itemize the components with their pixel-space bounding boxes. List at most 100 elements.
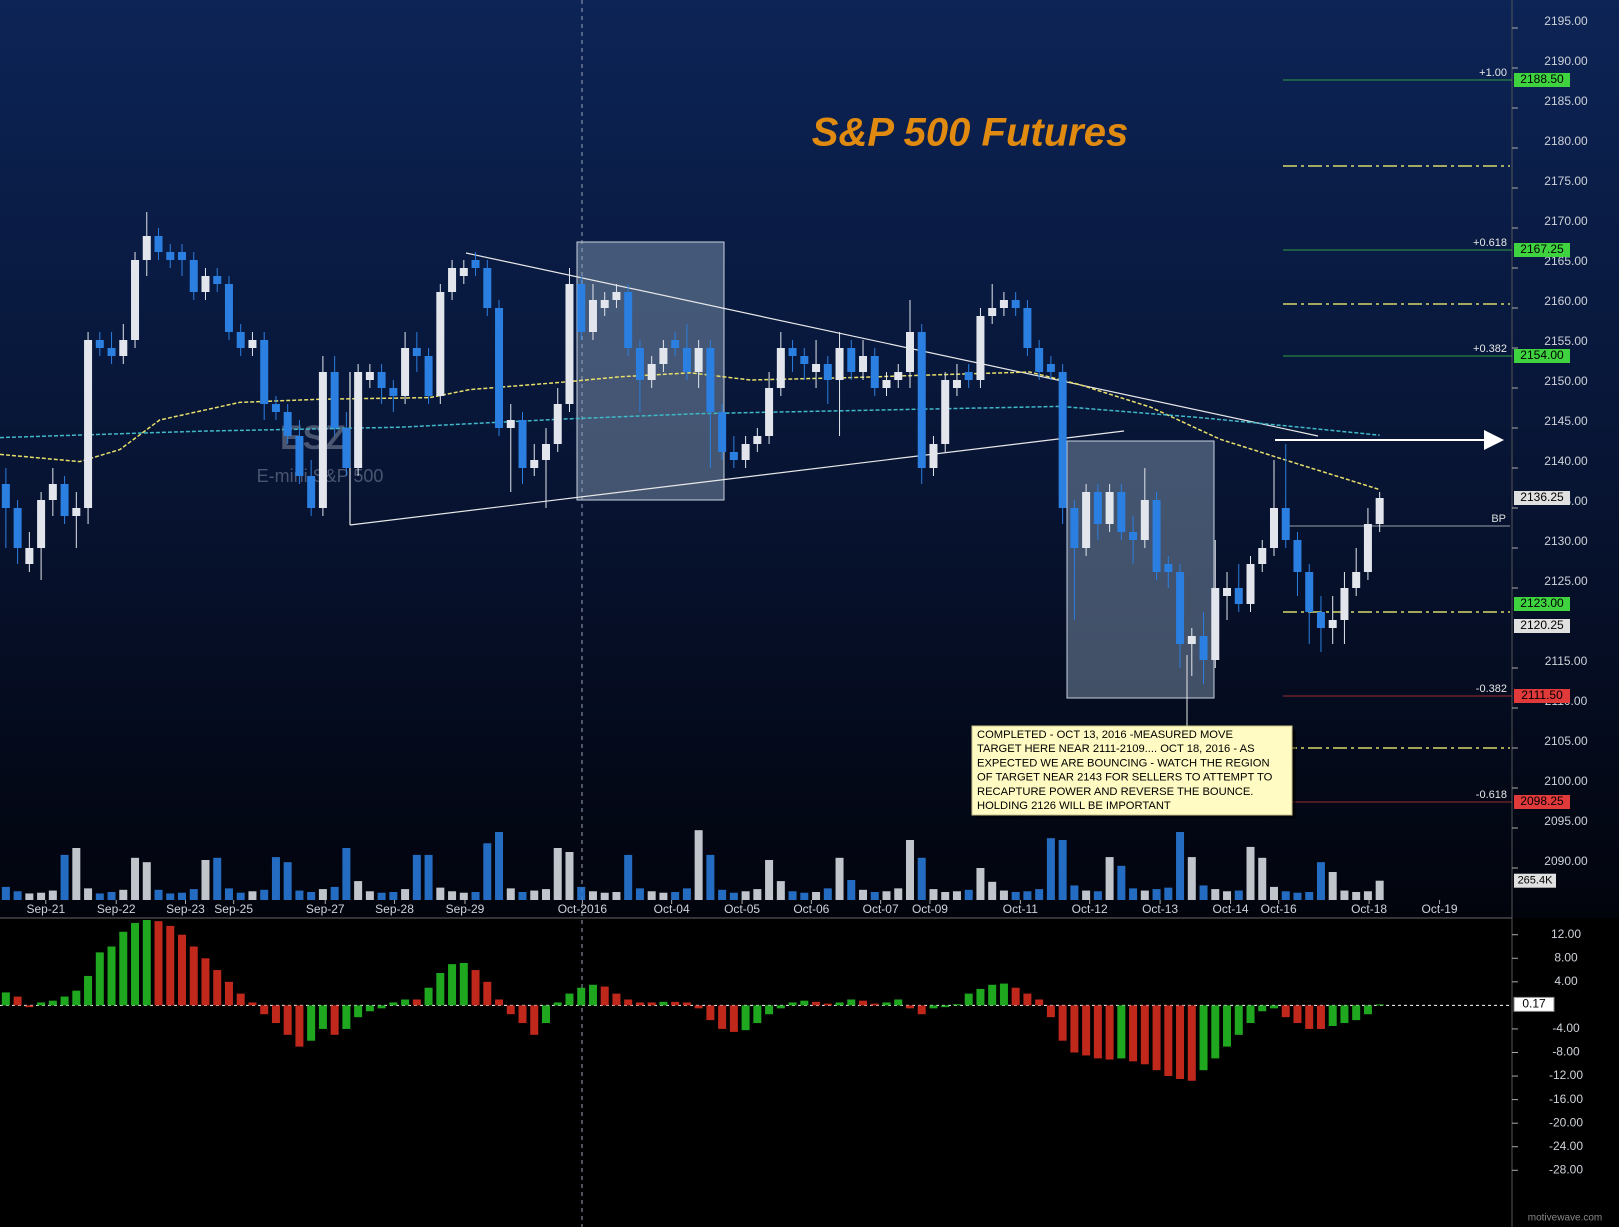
volume-bar <box>1305 892 1314 900</box>
plot-layer: 2090.002095.002100.002105.002110.002115.… <box>0 14 1588 1176</box>
volume-bar <box>1246 846 1255 900</box>
osc-bar <box>72 990 81 1006</box>
candle-body <box>131 260 140 340</box>
osc-bar <box>1046 1005 1055 1018</box>
price-tag: 2123.00 <box>1520 596 1564 610</box>
price-tag-bg <box>1514 619 1570 633</box>
x-tick-label: Oct-2016 <box>558 902 608 916</box>
osc-y-tick-label: -4.00 <box>1552 1021 1580 1035</box>
osc-bar <box>307 1005 316 1041</box>
osc-bar <box>894 999 903 1006</box>
price-tag-bg <box>1514 597 1570 611</box>
candle-body <box>436 292 445 396</box>
volume-bar <box>448 891 457 900</box>
candle-body <box>941 380 950 444</box>
bp-label: BP <box>1491 513 1506 525</box>
volume-bar <box>1375 880 1384 900</box>
volume-bar <box>107 892 116 900</box>
volume-bar <box>999 890 1008 900</box>
osc-bar <box>635 1002 644 1006</box>
osc-bar <box>976 988 985 1006</box>
osc-bar <box>495 999 504 1006</box>
volume-bar <box>647 891 656 900</box>
x-tick-label: Oct-04 <box>654 902 690 916</box>
candle-body <box>295 436 304 476</box>
volume-bar <box>1023 891 1032 900</box>
osc-y-tick-label: 12.00 <box>1551 927 1581 941</box>
volume-bar <box>976 868 985 900</box>
osc-bar <box>530 1005 539 1035</box>
candle-body <box>1035 348 1044 372</box>
candle-body <box>424 356 433 396</box>
osc-bar <box>565 993 574 1006</box>
candle-body <box>694 348 703 372</box>
osc-bar <box>1058 1005 1067 1041</box>
x-tick-label: Sep-27 <box>306 902 345 916</box>
candle-body <box>177 252 186 260</box>
x-tick-label: Oct-14 <box>1213 902 1249 916</box>
osc-bar <box>84 975 93 1006</box>
y-tick-label: 2090.00 <box>1544 854 1588 868</box>
volume-bar <box>905 840 914 900</box>
volume-bar <box>1105 857 1114 900</box>
osc-bar <box>1211 1005 1220 1059</box>
volume-bar <box>882 891 891 900</box>
candle-body <box>800 356 809 364</box>
osc-bar <box>119 931 128 1006</box>
osc-y-tick-label: -24.00 <box>1549 1139 1583 1153</box>
volume-bar <box>1269 886 1278 900</box>
osc-bar <box>753 1005 762 1024</box>
annotation-text: HOLDING 2126 WILL BE IMPORTANT <box>977 800 1171 812</box>
volume-bar <box>412 854 421 900</box>
osc-bar <box>95 952 104 1006</box>
volume-bar <box>72 848 81 900</box>
volume-bar <box>659 892 668 900</box>
osc-bar <box>765 1005 774 1015</box>
volume-bar <box>1129 888 1138 900</box>
x-tick-label: Oct-18 <box>1351 902 1387 916</box>
osc-bar <box>448 964 457 1006</box>
candle-body <box>1363 524 1372 572</box>
y-tick-label: 2105.00 <box>1544 734 1588 748</box>
fib-price-tag: 2188.50 <box>1520 72 1564 86</box>
x-tick-label: Oct-19 <box>1422 902 1458 916</box>
candle-body <box>1 484 10 508</box>
candle-body <box>1176 572 1185 644</box>
osc-bar <box>377 1005 386 1009</box>
osc-bar <box>729 1005 738 1032</box>
candle-body <box>48 484 57 500</box>
osc-bar <box>13 996 22 1006</box>
fib-price-tag: 2167.25 <box>1520 242 1564 256</box>
volume-bar <box>577 886 586 900</box>
candle-body <box>1058 372 1067 508</box>
volume-bar <box>682 888 691 900</box>
osc-bar <box>694 1005 703 1009</box>
candle-body <box>988 308 997 316</box>
osc-tag: 0.17 <box>1522 997 1546 1011</box>
candle-body <box>471 260 480 268</box>
volume-bar <box>459 892 468 900</box>
volume-bar <box>201 860 210 900</box>
volume-bar <box>1176 832 1185 900</box>
osc-bar <box>60 996 69 1006</box>
candle-body <box>776 348 785 388</box>
x-tick-label: Oct-16 <box>1261 902 1297 916</box>
volume-bar <box>260 889 269 900</box>
fib-price-tag-bg <box>1514 349 1570 363</box>
candle-body <box>60 484 69 516</box>
osc-bar <box>952 1004 961 1006</box>
y-tick-label: 2195.00 <box>1544 14 1588 28</box>
osc-bar <box>612 993 621 1006</box>
candle-body <box>25 548 34 564</box>
candle-body <box>1316 612 1325 628</box>
volume-bar <box>1117 865 1126 900</box>
volume-bar <box>917 857 926 900</box>
candle-body <box>84 340 93 508</box>
x-tick-label: Oct-09 <box>912 902 948 916</box>
candle-body <box>1340 588 1349 620</box>
candle-body <box>1305 572 1314 612</box>
volume-bar <box>13 891 22 900</box>
volume-bar <box>330 886 339 900</box>
candle-body <box>859 356 868 372</box>
volume-bar <box>60 854 69 900</box>
